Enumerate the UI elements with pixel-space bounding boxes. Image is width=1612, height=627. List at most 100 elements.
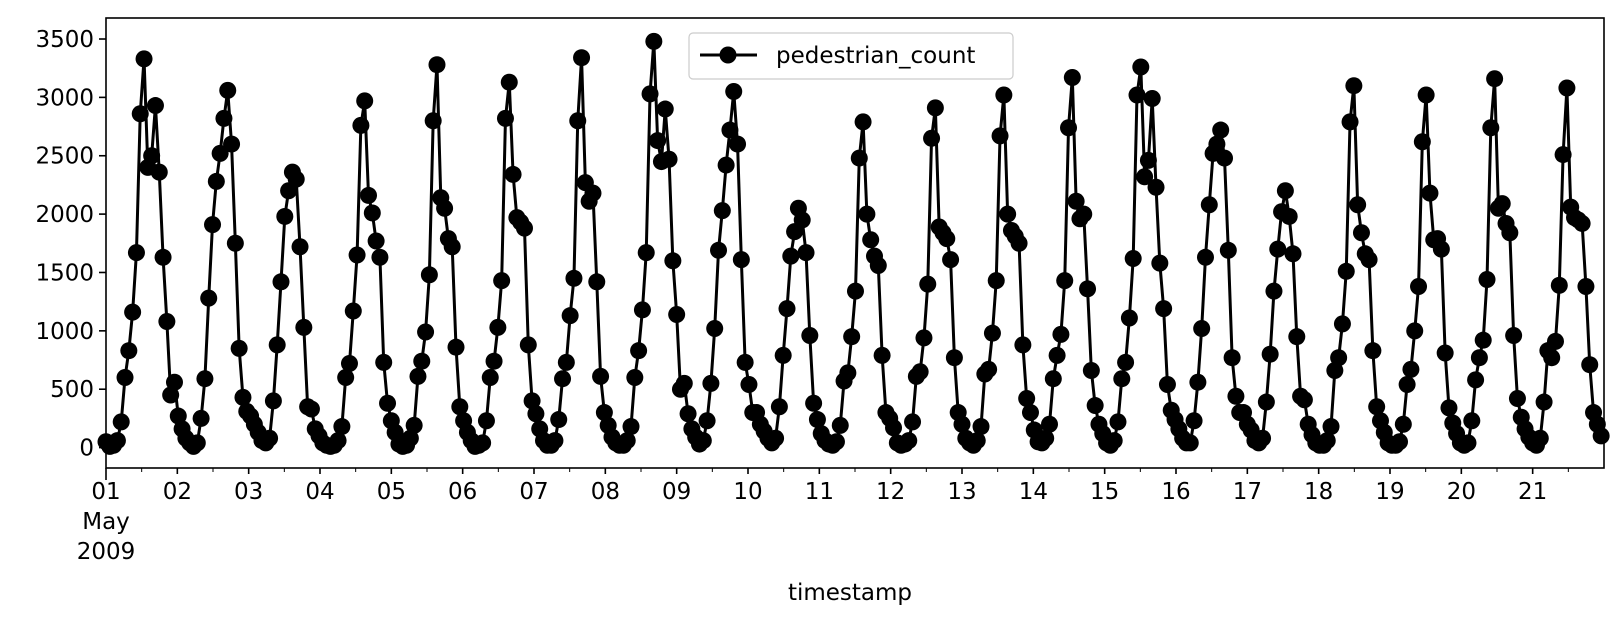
data-point — [1470, 349, 1488, 367]
x-tick-label: 12 — [876, 479, 905, 505]
data-point — [595, 404, 613, 422]
data-point — [919, 275, 937, 293]
data-point — [839, 364, 857, 382]
x-tick-label: 19 — [1375, 479, 1404, 505]
data-point — [1326, 362, 1344, 380]
y-tick-label: 0 — [79, 436, 94, 462]
data-point — [207, 172, 225, 190]
data-point — [477, 412, 495, 430]
data-point — [363, 204, 381, 222]
data-point — [1132, 58, 1150, 76]
data-point — [295, 318, 313, 336]
data-point — [417, 323, 435, 341]
data-point — [143, 147, 161, 165]
data-point — [329, 432, 347, 450]
data-point — [805, 394, 823, 412]
data-point — [1341, 113, 1359, 131]
data-point — [1531, 429, 1549, 447]
data-point — [645, 32, 663, 50]
data-point — [1592, 427, 1610, 445]
data-point — [1109, 413, 1127, 431]
data-point — [447, 338, 465, 356]
data-point — [1079, 280, 1097, 298]
x-tick-label: 02 — [163, 479, 192, 505]
data-point — [972, 418, 990, 436]
data-point — [135, 50, 153, 68]
data-point — [1330, 349, 1348, 367]
data-point — [1276, 182, 1294, 200]
data-point — [188, 434, 206, 452]
data-point — [1128, 86, 1146, 104]
data-point — [983, 324, 1001, 342]
data-point — [926, 99, 944, 117]
data-point — [1280, 207, 1298, 225]
series-line-pedestrian-count — [104, 39, 1603, 448]
data-point — [626, 369, 644, 387]
x-tick-label: 20 — [1447, 479, 1476, 505]
x-tick-sublabel: 2009 — [77, 539, 136, 565]
x-tick-label: 17 — [1233, 479, 1262, 505]
data-point — [900, 432, 918, 450]
data-point — [1181, 434, 1199, 452]
data-point — [850, 149, 868, 167]
data-point — [698, 412, 716, 430]
y-tick-label: 3000 — [35, 85, 94, 111]
data-point — [146, 97, 164, 115]
data-point — [827, 433, 845, 451]
data-point — [1550, 276, 1568, 294]
data-point — [1413, 133, 1431, 151]
legend: pedestrian_count — [688, 32, 1014, 80]
y-tick-label: 3500 — [35, 27, 94, 53]
data-point — [1067, 192, 1085, 210]
data-point — [1223, 349, 1241, 367]
data-point — [375, 353, 393, 371]
y-tick-label: 2000 — [35, 202, 94, 228]
y-tick-label: 1500 — [35, 260, 94, 286]
data-point — [485, 352, 503, 370]
data-point — [1322, 418, 1340, 436]
data-point — [409, 367, 427, 385]
data-point — [1364, 342, 1382, 360]
data-point — [1349, 196, 1367, 214]
data-point — [1041, 415, 1058, 433]
x-tick-label: 10 — [733, 479, 762, 505]
data-point — [261, 429, 279, 447]
data-point — [1151, 254, 1169, 272]
data-point — [1185, 412, 1203, 430]
data-point — [291, 238, 309, 256]
data-point — [793, 211, 811, 229]
data-point — [436, 199, 454, 217]
data-point — [340, 355, 358, 373]
data-point — [226, 234, 244, 252]
data-point — [846, 282, 864, 300]
data-point — [1402, 360, 1420, 378]
x-tick-label: 03 — [234, 479, 263, 505]
data-point — [546, 432, 564, 450]
data-point — [1440, 399, 1458, 417]
data-point — [713, 202, 731, 220]
data-point — [987, 272, 1005, 290]
x-tick-label: 09 — [662, 479, 691, 505]
data-point — [1063, 69, 1081, 87]
data-point — [702, 374, 720, 392]
data-point — [622, 418, 640, 436]
data-point — [1554, 146, 1572, 164]
data-point — [1158, 376, 1176, 394]
data-point — [451, 398, 469, 416]
data-point — [1060, 119, 1078, 137]
data-point — [333, 418, 351, 436]
x-tick-label: 13 — [947, 479, 976, 505]
data-point — [1482, 119, 1500, 137]
data-point — [1189, 373, 1207, 391]
x-tick-label: 07 — [519, 479, 548, 505]
data-point — [550, 411, 568, 429]
data-point — [112, 413, 130, 431]
data-point — [797, 244, 815, 262]
data-point — [272, 273, 290, 291]
data-point — [1459, 434, 1477, 452]
legend-label: pedestrian_count — [776, 43, 975, 69]
data-point — [496, 109, 514, 127]
data-point — [215, 109, 233, 127]
data-point — [915, 329, 933, 347]
